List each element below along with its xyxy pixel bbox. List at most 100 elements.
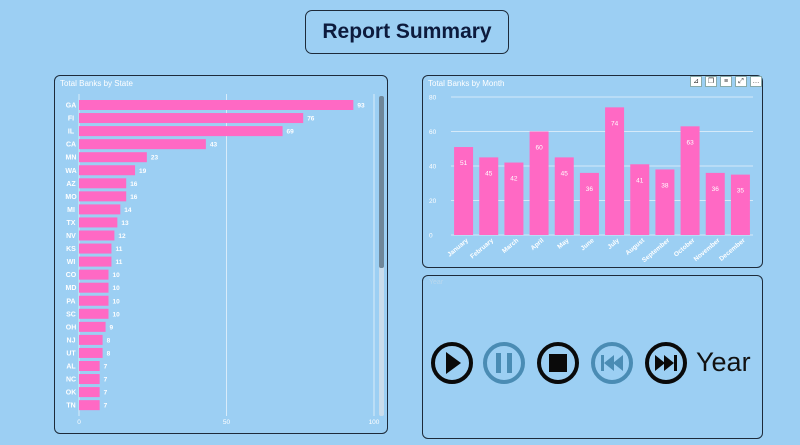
data-label: 74 [611,120,619,127]
data-label: 43 [210,142,218,149]
bar [79,256,112,267]
data-label: 41 [636,177,644,184]
state-chart: 0 50 100 GA 93 FI 76 IL 69 CA 43 MN 23 WA 19 AZ 16 MO 16 MI… [65,94,380,426]
category-label: MN [66,155,77,162]
bar [79,100,354,110]
data-label: 14 [124,207,132,214]
category-label: NJ [67,337,76,344]
x-tick-label: 100 [369,419,380,426]
bar [79,243,112,254]
data-label: 10 [113,272,121,279]
report-title: Report Summary [305,10,509,54]
bar [79,400,100,411]
bar [79,295,109,306]
data-label: 19 [139,168,147,175]
category-label: TN [66,403,75,410]
focus-mode-icon[interactable]: ⤢ [735,76,747,87]
x-tick-label: October [673,237,697,259]
stop-icon[interactable] [537,342,579,384]
data-label: 7 [104,390,108,397]
data-label: 11 [115,246,122,253]
data-label: 51 [460,160,468,167]
bar [79,347,103,358]
data-label: 36 [586,186,594,193]
month-chart-panel[interactable]: Total Banks by Month ⊿ ❐ ≡ ⤢ … 0 20 40 60 80… [422,75,763,268]
bar [504,162,524,235]
bar [479,157,499,235]
data-label: 8 [107,337,111,344]
bar [630,164,650,235]
year-label: Year [696,347,751,377]
data-label: 76 [307,116,315,123]
x-tick-label: May [556,237,570,251]
data-label: 13 [121,220,129,227]
data-label: 69 [287,129,295,136]
x-tick-label: 0 [77,419,81,426]
vertical-scrollbar[interactable] [379,96,384,416]
data-label: 36 [712,186,720,193]
more-options-icon[interactable]: … [750,76,762,87]
x-tick-label: April [530,237,546,252]
visual-toolbar: ⊿ ❐ ≡ ⤢ … [690,76,762,87]
bar [79,191,127,202]
category-label: MO [65,194,77,201]
category-label: SC [66,311,76,318]
bar [79,178,127,189]
x-tick-label: December [718,237,747,263]
data-label: 7 [104,364,108,371]
play-icon[interactable] [431,342,473,384]
data-label: 12 [118,233,126,240]
pin-icon[interactable]: ⊿ [690,76,702,87]
x-tick-label: August [624,237,646,257]
bar [730,174,750,235]
bar [79,321,106,332]
category-label: NV [66,233,76,240]
category-label: FI [68,116,74,123]
category-label: OK [66,390,77,397]
x-tick-label: February [469,237,495,260]
category-label: CA [66,142,76,149]
bar [79,152,147,163]
category-label: MD [66,285,77,292]
x-tick-label: June [580,237,596,252]
category-label: UT [66,350,76,357]
y-tick-label: 40 [429,164,437,171]
scrollbar-thumb[interactable] [379,96,384,268]
bar [79,230,115,241]
skip-back-icon[interactable] [591,342,633,384]
bar [579,172,599,235]
category-label: GA [66,103,77,110]
category-label: WA [65,168,76,175]
x-tick-label: January [446,237,470,259]
y-tick-label: 0 [429,233,433,240]
state-chart-title: Total Banks by State [60,79,133,88]
category-label: MI [67,207,75,214]
bar [79,334,103,345]
category-label: AL [66,364,76,371]
skip-forward-icon[interactable] [645,342,687,384]
category-label: PA [66,298,75,305]
x-tick-label: September [641,237,672,264]
data-label: 38 [661,182,669,189]
play-axis-panel: Year Year [422,275,763,439]
x-tick-label: July [606,237,621,251]
bar [529,131,549,235]
y-tick-label: 20 [429,198,437,205]
data-label: 10 [113,311,121,318]
state-chart-panel[interactable]: Total Banks by State 0 50 100 GA 93 FI 76 IL 69 C… [54,75,388,434]
category-label: WI [67,259,76,266]
pause-icon[interactable] [483,342,525,384]
bar [655,169,675,235]
bar [79,387,100,398]
data-label: 93 [357,103,365,110]
x-tick-label: 50 [223,419,231,426]
category-label: CO [66,272,77,279]
filter-icon[interactable]: ≡ [720,76,732,87]
month-chart: 0 20 40 60 80 51 January 45 February 42 March 60 Apr… [429,95,753,264]
category-label: KS [66,246,76,253]
bar [79,282,109,293]
bar [79,204,121,215]
data-label: 60 [535,145,543,152]
copy-icon[interactable]: ❐ [705,76,717,87]
data-label: 16 [130,181,138,188]
